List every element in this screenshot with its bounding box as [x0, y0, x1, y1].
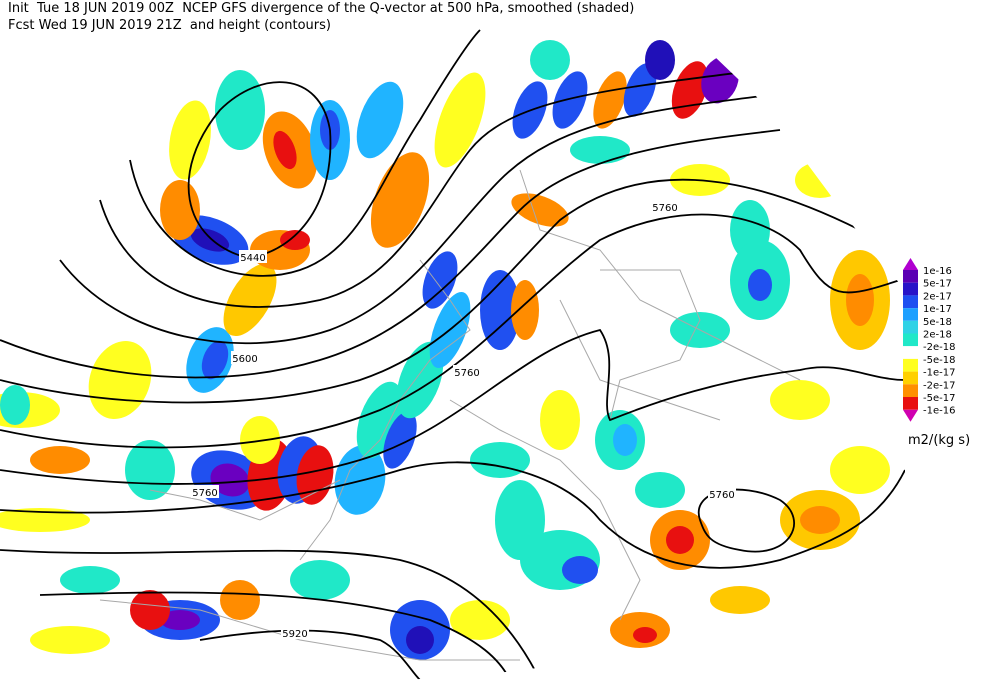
- shade-blob: [215, 70, 265, 150]
- shade-blob: [130, 590, 170, 630]
- shade-blob: [666, 526, 694, 554]
- header-line-1: Init Tue 18 JUN 2019 00Z NCEP GFS diverg…: [8, 1, 634, 16]
- shade-blob: [223, 263, 277, 337]
- shade-blob: [406, 626, 434, 654]
- colorbar-label: 5e-17: [923, 279, 952, 290]
- contour-label-bg: [239, 250, 267, 263]
- shade-blob: [201, 340, 229, 380]
- colorbar-box: [903, 295, 918, 309]
- height-contours: [0, 29, 905, 680]
- shade-blob: [495, 480, 545, 560]
- contour-label: 5760: [192, 488, 217, 499]
- shade-blob: [30, 446, 90, 474]
- shaded-field: [0, 40, 890, 660]
- shade-blob: [511, 280, 539, 340]
- shade-blob: [770, 380, 830, 420]
- shade-blob: [334, 445, 386, 515]
- shade-blob: [160, 180, 200, 240]
- colorbar-box: [903, 346, 918, 359]
- contour-label-bg: [453, 365, 481, 378]
- shade-blob: [434, 72, 486, 168]
- colorbar-box: [903, 384, 918, 397]
- shade-blob: [220, 580, 260, 620]
- shade-blob: [60, 566, 120, 594]
- colorbar-cap: [903, 409, 918, 422]
- colorbar-label: -1e-17: [923, 368, 955, 379]
- shade-blob: [160, 610, 200, 630]
- shade-blob: [383, 411, 417, 469]
- shade-blob: [470, 442, 530, 478]
- colorbar-label: 5e-18: [923, 317, 952, 328]
- shade-blob: [633, 627, 657, 643]
- shade-blob: [88, 341, 152, 419]
- shade-blob: [280, 230, 310, 250]
- contour-label: 5440: [240, 253, 265, 264]
- shade-blob: [169, 100, 211, 180]
- shade-blob: [846, 274, 874, 326]
- contour-label: 5760: [709, 490, 734, 501]
- shade-blob: [623, 63, 657, 117]
- colorbar-label: 1e-16: [923, 266, 952, 277]
- colorbar-box: [903, 397, 918, 410]
- colorbar-label: -2e-18: [923, 342, 955, 353]
- shade-blob: [593, 71, 627, 129]
- colorbar-box: [903, 320, 918, 334]
- header-line-2: Fcst Wed 19 JUN 2019 21Z and height (con…: [8, 18, 331, 33]
- contour-label-bg: [708, 487, 736, 500]
- shade-blob: [30, 626, 110, 654]
- shade-blob: [290, 560, 350, 600]
- shade-blob: [511, 193, 569, 227]
- contour-label: 5760: [652, 203, 677, 214]
- colorbar-box: [903, 270, 918, 283]
- shade-blob: [422, 251, 458, 309]
- colorbar-box: [903, 308, 918, 321]
- colorbar-label: -2e-17: [923, 380, 955, 391]
- shade-blob: [570, 136, 630, 164]
- shade-blob: [800, 506, 840, 534]
- colorbar-label: 2e-17: [923, 291, 952, 302]
- shade-blob: [710, 586, 770, 614]
- contour-label: 5920: [282, 629, 307, 640]
- shade-blob: [795, 162, 845, 198]
- colorbar-label: -5e-17: [923, 393, 955, 404]
- contour-label: 5760: [454, 368, 479, 379]
- colorbar-cap: [903, 258, 918, 270]
- contour-labels: 5440 5600 5760 5760 5760 5760 5920: [191, 200, 736, 640]
- shade-blob: [210, 463, 250, 497]
- colorbar-box: [903, 371, 918, 385]
- colorbar-label: 1e-17: [923, 304, 952, 315]
- shade-blob: [645, 40, 675, 80]
- shade-blob: [830, 446, 890, 494]
- contour-label-bg: [191, 485, 219, 498]
- shade-blob: [530, 40, 570, 80]
- colorbar-label: -5e-18: [923, 355, 955, 366]
- contour-label-bg: [281, 626, 309, 639]
- shade-blob: [613, 424, 637, 456]
- contour-label-bg: [651, 200, 679, 213]
- shade-blob: [370, 152, 430, 248]
- colorbar-label: -1e-16: [923, 406, 955, 417]
- shade-blob: [450, 600, 510, 640]
- colorbar-units: m2/(kg s): [908, 433, 970, 448]
- shade-blob: [748, 269, 772, 301]
- colorbar-box: [903, 333, 918, 347]
- shade-blob: [552, 71, 588, 129]
- shade-blob: [356, 81, 404, 159]
- shade-blob: [273, 130, 297, 170]
- contour-label: 5600: [232, 354, 257, 365]
- shade-blob: [635, 472, 685, 508]
- shade-blob: [0, 385, 30, 425]
- shade-blob: [480, 270, 520, 350]
- shade-blob: [0, 508, 90, 532]
- shade-blob: [562, 556, 598, 584]
- colorbar-label: 2e-18: [923, 330, 952, 341]
- shade-blob: [125, 440, 175, 500]
- colorbar-box: [903, 358, 918, 372]
- shade-blob: [540, 390, 580, 450]
- colorbar-box: [903, 282, 918, 296]
- contour-label-bg: [231, 351, 259, 364]
